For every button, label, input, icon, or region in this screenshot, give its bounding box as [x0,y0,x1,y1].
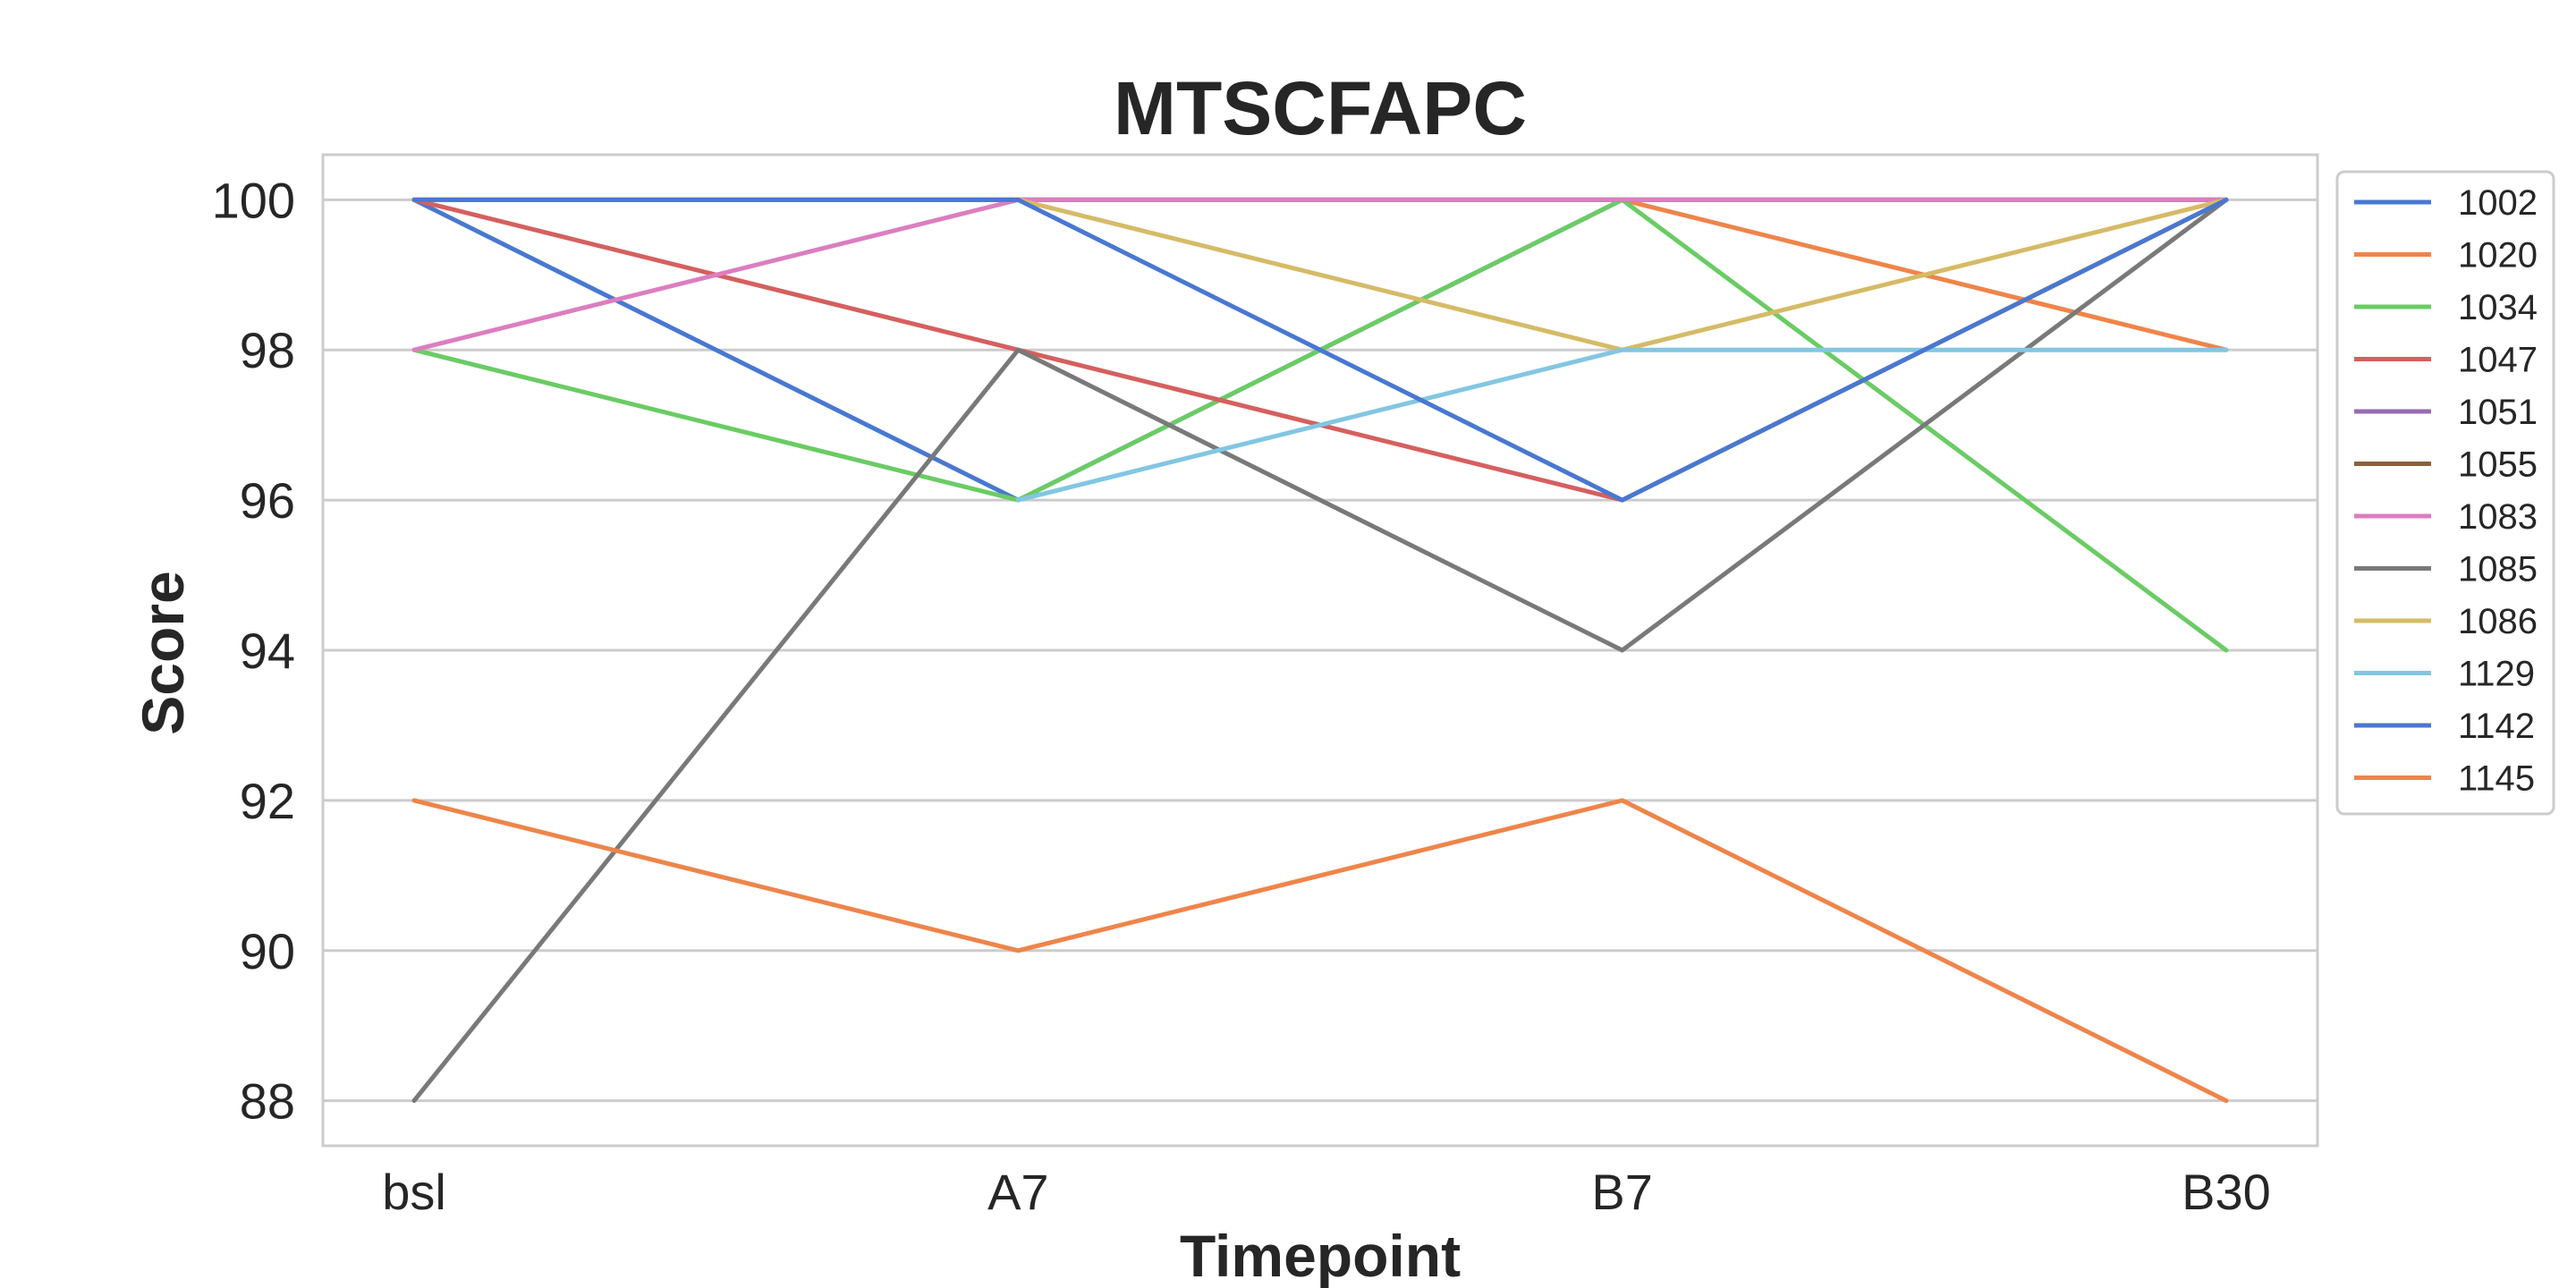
series-line-1142 [411,197,2229,503]
legend-label-1047: 1047 [2458,341,2538,380]
chart-title: MTSCFAPC [1114,66,1527,150]
x-tick-label: B30 [2182,1164,2271,1220]
y-tick-label: 100 [212,172,295,228]
legend-label-1086: 1086 [2458,602,2538,641]
y-tick-label: 98 [240,322,295,378]
x-tick-label: bsl [382,1164,446,1220]
y-tick-label: 92 [240,773,295,829]
legend-label-1034: 1034 [2458,288,2538,327]
plot-area-frame [321,153,2319,1148]
legend-label-1145: 1145 [2458,759,2535,799]
y-tick-labels: 88 90 92 94 96 98 100 [212,172,295,1129]
series-line-1086 [411,197,2229,352]
legend-label-1051: 1051 [2458,393,2538,432]
y-tick-label: 96 [240,472,295,529]
x-tick-labels: bsl A7 B7 B30 [382,1164,2271,1220]
legend-label-1002: 1002 [2458,183,2538,223]
y-axis-label: Score [130,571,196,734]
legend: 1002 1020 1034 1047 1051 1055 1083 1085 1086 1129… [2335,170,2555,816]
y-tick-label: 90 [240,923,295,979]
series-line-1085 [411,197,2229,1104]
legend-label-1085: 1085 [2458,550,2538,589]
series-lines [411,197,2229,1104]
x-axis-label: Timepoint [1180,1223,1461,1288]
series-line-1129 [1015,347,2229,503]
series-line-1145 [411,798,2229,1104]
series-line-1083 [411,197,2229,352]
x-tick-label: B7 [1591,1164,1653,1220]
legend-label-1083: 1083 [2458,497,2538,537]
y-tick-label: 88 [240,1073,295,1130]
y-tick-label: 94 [240,623,295,679]
gridlines [323,198,2318,1103]
legend-frame [2335,170,2555,816]
legend-label-1129: 1129 [2458,655,2535,694]
x-tick-label: A7 [987,1164,1049,1220]
legend-label-1020: 1020 [2458,236,2538,275]
legend-label-1055: 1055 [2458,445,2538,485]
legend-label-1142: 1142 [2458,707,2535,746]
